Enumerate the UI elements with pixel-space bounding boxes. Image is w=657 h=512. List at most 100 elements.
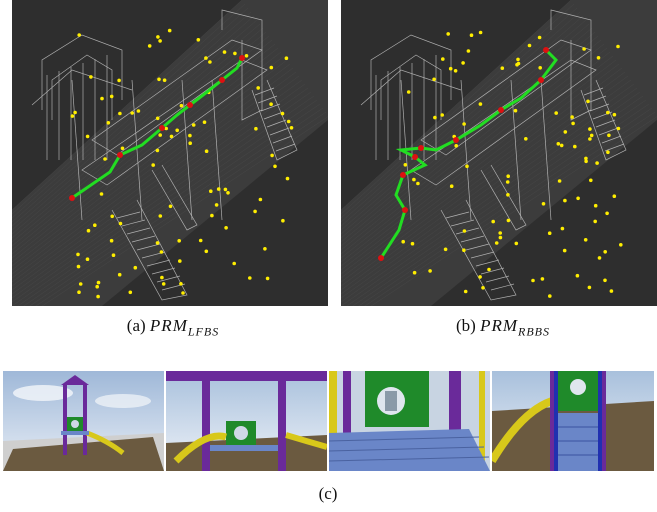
sample-point — [487, 267, 491, 272]
playground-thumbnail-4 — [492, 371, 654, 471]
roadmap-node — [69, 195, 75, 201]
sample-point — [85, 134, 90, 139]
sample-point — [204, 249, 209, 254]
sample-point — [583, 238, 588, 242]
sample-point — [159, 250, 164, 254]
sample-point — [106, 121, 111, 125]
sample-point — [158, 214, 163, 218]
sample-point — [168, 204, 173, 209]
sample-point — [619, 243, 623, 247]
sample-point — [209, 189, 213, 193]
subfigure-a-caption: (a) PRMLFBS — [88, 316, 258, 339]
sample-point — [136, 109, 141, 113]
sample-point — [280, 111, 285, 116]
sample-point — [179, 103, 184, 108]
sample-point — [286, 119, 291, 124]
sample-point — [117, 272, 122, 277]
sample-point — [573, 144, 577, 149]
sample-point — [158, 39, 162, 43]
sample-point — [506, 174, 510, 178]
sample-point — [118, 111, 122, 116]
sample-point — [117, 78, 121, 83]
subfigure-b-image — [341, 0, 657, 306]
sample-point — [606, 110, 610, 115]
sample-point — [612, 112, 617, 117]
sample-point — [443, 247, 448, 252]
sample-point — [453, 69, 458, 73]
sample-point — [224, 226, 228, 230]
sample-point — [563, 198, 567, 203]
sample-point — [412, 270, 417, 275]
sample-point — [587, 285, 592, 290]
sample-point — [597, 256, 602, 260]
sample-point — [538, 66, 542, 70]
sample-point — [513, 108, 518, 113]
sample-point — [606, 150, 610, 154]
caption-a-subscript: LFBS — [187, 324, 220, 339]
roadmap-node — [378, 255, 384, 261]
sample-point — [595, 161, 599, 165]
sample-point — [481, 286, 485, 290]
sample-point — [557, 179, 562, 183]
sample-point — [514, 241, 519, 246]
roadmap-node — [498, 107, 504, 113]
sample-point — [562, 248, 567, 253]
sample-point — [410, 241, 415, 246]
sample-point — [254, 126, 258, 131]
roadmap-node — [159, 125, 165, 131]
roadmap-node — [187, 102, 193, 108]
sample-point — [147, 44, 152, 48]
roadmap-node — [538, 77, 544, 83]
sample-point — [191, 123, 196, 127]
sample-point — [223, 187, 228, 192]
sample-point — [465, 164, 469, 169]
sample-point — [462, 229, 467, 233]
caption-a-math: PRM — [149, 316, 188, 335]
sample-point — [605, 211, 609, 216]
sample-point — [160, 275, 164, 280]
sample-point — [164, 126, 168, 131]
sample-point — [412, 177, 416, 182]
sample-point — [449, 184, 454, 188]
sample-point — [541, 202, 546, 206]
sample-point — [461, 61, 465, 65]
sample-point — [491, 219, 495, 224]
sample-point — [584, 156, 588, 161]
sample-point — [128, 290, 133, 295]
sample-point — [216, 187, 221, 191]
sample-point — [158, 133, 162, 137]
sample-point — [616, 44, 620, 49]
sample-point — [109, 238, 114, 243]
sample-point — [571, 121, 575, 126]
playground-thumbnail-2 — [166, 371, 327, 471]
sample-point — [265, 276, 270, 281]
sample-point — [462, 248, 466, 252]
wireframe-scene-a — [12, 0, 328, 306]
sample-point — [198, 238, 203, 243]
sample-point — [466, 49, 471, 53]
sample-point — [110, 214, 114, 219]
sample-point — [554, 111, 558, 115]
sample-point — [575, 273, 580, 278]
caption-a-prefix: (a) — [126, 316, 150, 335]
sample-point — [285, 176, 290, 181]
sample-point — [273, 164, 277, 169]
sample-point — [130, 111, 134, 115]
sample-point — [505, 180, 510, 184]
sample-point — [547, 231, 552, 235]
sample-point — [167, 28, 172, 33]
roadmap-node — [453, 137, 459, 143]
sample-point — [284, 56, 289, 60]
sample-point — [156, 35, 160, 39]
sample-point — [155, 116, 160, 121]
sample-point — [516, 57, 520, 62]
sample-point — [559, 143, 564, 148]
sample-point — [570, 115, 574, 119]
sample-point — [563, 130, 568, 134]
sample-point — [99, 192, 104, 196]
sample-point — [103, 157, 107, 161]
sample-point — [462, 122, 466, 126]
sample-point — [204, 149, 209, 153]
sample-point — [586, 99, 590, 104]
sample-point — [93, 223, 97, 227]
